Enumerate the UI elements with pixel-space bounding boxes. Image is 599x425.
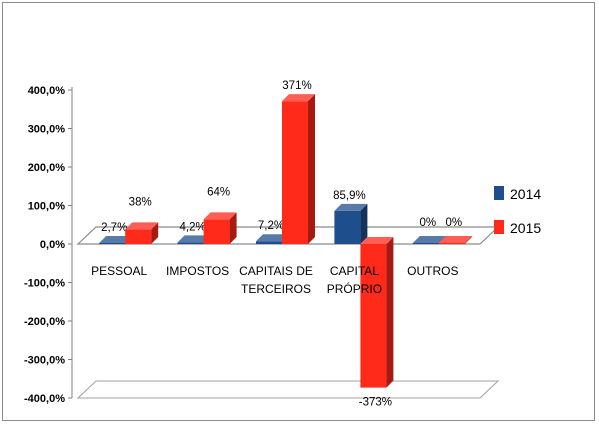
legend-swatch-2014 xyxy=(494,186,504,200)
data-label: 371% xyxy=(282,80,311,92)
data-label: 0% xyxy=(419,217,436,229)
bar-2015-3 xyxy=(360,237,394,388)
y-tick-label: 0,0% xyxy=(40,239,65,251)
category-label: CAPITAIS DE xyxy=(239,264,313,278)
category-label: OUTROS xyxy=(407,264,458,278)
bar-2015-1 xyxy=(203,212,237,244)
y-tick-label: -300,0% xyxy=(24,355,65,367)
data-label: 38% xyxy=(129,196,152,208)
y-tick-label: 200,0% xyxy=(28,162,66,174)
y-tick-label: -400,0% xyxy=(24,393,65,405)
y-tick-label: -100,0% xyxy=(24,278,65,290)
chart-floor xyxy=(76,380,500,399)
category-label: PRÓPRIO xyxy=(327,281,382,296)
data-label: -373% xyxy=(359,397,392,409)
data-label: 2,7% xyxy=(101,222,127,234)
data-label: 85,9% xyxy=(333,190,366,202)
data-label: 4,2% xyxy=(179,221,205,233)
data-label: 64% xyxy=(207,186,230,198)
category-label: IMPOSTOS xyxy=(166,264,229,278)
legend-swatch-2015 xyxy=(494,220,504,234)
y-tick-label: -200,0% xyxy=(24,316,65,328)
data-label: 7,2% xyxy=(258,220,284,232)
category-label: CAPITAL xyxy=(330,264,379,278)
category-label: TERCEIROS xyxy=(241,282,311,296)
category-label: PESSOAL xyxy=(91,264,147,278)
bar-2015-0 xyxy=(125,222,159,244)
y-tick-label: 400,0% xyxy=(28,85,66,97)
data-label: 0% xyxy=(445,217,462,229)
bar-2015-2 xyxy=(282,94,315,244)
y-tick-label: 100,0% xyxy=(28,201,66,213)
bar-2015-4 xyxy=(438,236,472,244)
bar-2014-3 xyxy=(334,203,368,244)
legend-label: 2015 xyxy=(510,220,541,236)
y-tick-label: 300,0% xyxy=(28,124,66,136)
legend-label: 2014 xyxy=(510,186,541,202)
